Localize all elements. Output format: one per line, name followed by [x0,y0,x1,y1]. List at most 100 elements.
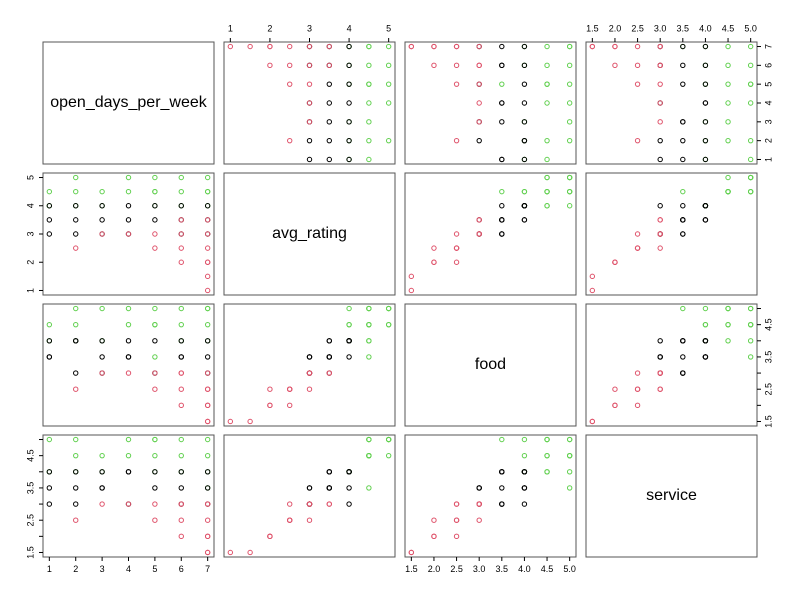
point [725,81,731,87]
point [125,370,132,376]
point [702,321,709,328]
point [346,485,352,491]
point [747,174,754,181]
point [326,485,332,491]
point [634,402,641,409]
tick-label: 1 [47,564,52,574]
panel-frame [585,41,758,165]
point [73,174,79,181]
tick-label: 5.0 [744,24,757,34]
panel-frame [404,434,577,558]
point [453,81,460,87]
point [521,485,528,491]
point [99,217,105,223]
point [702,100,709,106]
point [346,137,352,144]
point [589,43,596,50]
point [73,321,79,328]
point [589,273,596,280]
tick-label: 2 [73,564,78,574]
point [125,469,132,475]
panel-frame [42,41,215,165]
point [366,485,372,491]
point [99,231,105,237]
tick-label: 1.5 [405,564,418,574]
point [476,137,482,144]
point [634,137,641,144]
point [657,386,663,392]
point [326,137,332,144]
point [306,62,313,69]
point [431,62,437,69]
point [125,338,132,344]
tick-label: 3 [100,564,105,574]
point [499,501,505,507]
point [46,436,53,443]
point [521,501,528,507]
tick-label: 7 [205,564,210,574]
point [680,156,686,163]
panel-frame [223,434,396,558]
point [612,402,618,409]
point [204,203,211,209]
point [287,501,293,507]
point [544,188,550,195]
panel-frame [404,172,577,296]
point [521,436,528,443]
tick-label: 2.5 [631,24,644,34]
point [204,174,211,181]
point [747,354,754,360]
point [747,338,754,344]
point [73,386,79,392]
panel-frame [585,303,758,427]
point [178,231,184,237]
point [680,62,686,69]
point [247,43,253,50]
tick-label: 4 [126,564,131,574]
point [499,436,505,443]
panel-frame [42,303,215,427]
point [125,436,132,443]
point [634,245,641,251]
point [657,137,663,144]
point [152,452,158,459]
point [725,62,731,69]
point [566,203,573,209]
point [287,517,293,523]
point [204,259,211,265]
point [747,62,754,69]
point [46,321,53,328]
point [204,354,211,360]
point [306,501,313,507]
point [725,305,731,312]
point [46,469,53,475]
point [178,402,184,409]
point [476,485,482,491]
point [544,81,550,87]
point [476,501,482,507]
point [152,517,158,523]
point [152,370,158,376]
point [306,354,313,360]
tick-label: 3 [307,24,312,34]
point [747,156,754,163]
point [634,43,641,50]
point [499,217,505,223]
point [178,305,184,312]
point [499,188,505,195]
point [73,231,79,237]
point [125,501,132,507]
point [680,81,686,87]
tick-label: 3.5 [25,482,35,495]
tick-label: 1 [25,288,35,293]
point [152,217,158,223]
point [204,370,211,376]
point [499,81,505,87]
point [521,43,528,50]
point [657,231,663,237]
point [657,81,663,87]
point [499,62,505,69]
point [499,203,505,209]
point [346,100,352,106]
